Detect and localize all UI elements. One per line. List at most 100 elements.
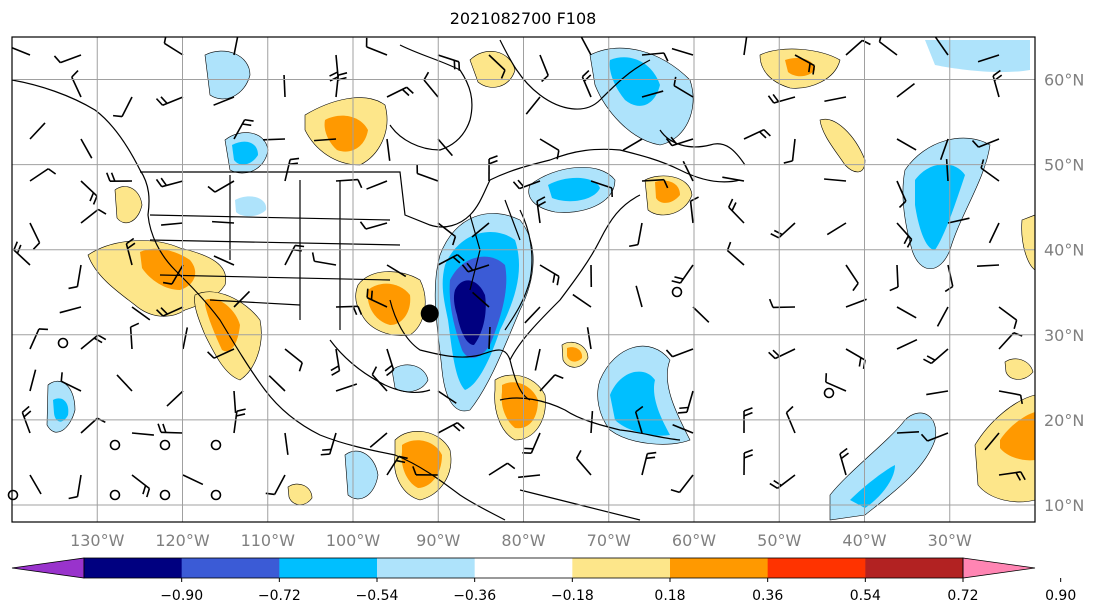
colorbar-segment [84,558,183,578]
positive-anomaly-west-coast [114,186,143,224]
wind-barb [131,306,151,321]
wind-barb [512,179,541,190]
wind-barb [207,348,235,359]
wind-barb [641,52,669,62]
wind-barb [825,373,847,392]
wind-barb [13,241,31,266]
wind-barb [673,76,694,98]
wind-barb [156,306,184,317]
wind-barb [359,221,388,230]
wind-barb [524,306,541,324]
wind-barb [68,264,82,290]
wind-barb [412,466,439,476]
wind-barb [743,449,753,476]
wind-barb [998,471,1026,481]
wind-barb [182,327,189,350]
wind-barb [125,237,136,266]
wind-barb [984,432,1000,451]
colorbar-segment [279,558,378,578]
wind-barb [586,327,592,350]
negative-anomaly-great-plains [235,196,267,217]
lon-tick-label: 40°W [842,531,886,550]
wind-barb [934,37,949,56]
wind-barb [896,180,907,209]
lat-tick-label: 30°N [1044,326,1084,345]
calm-wind-circles [7,286,835,501]
wind-barb [671,47,694,56]
wind-barb [896,83,915,98]
wind-barb [920,432,949,442]
wind-barb [539,374,564,392]
negative-anomaly-tropical-atlantic-core [850,465,895,508]
positive-anomaly-nw-atlantic [469,51,516,88]
wind-barb [944,264,954,293]
wind-barb [461,262,490,273]
colorbar-frame [83,557,964,579]
wind-barb [488,54,506,79]
wind-barb [80,334,107,350]
wind-barb [783,138,796,164]
wind-barb [233,408,246,434]
wind-barb [728,198,745,224]
wind-barb [284,157,300,182]
wind-barb [670,474,694,494]
wind-barb [329,54,339,82]
lat-tick-label: 20°N [1044,411,1084,430]
negative-anomaly-northeast-core [548,177,600,202]
wind-barb [641,90,664,98]
wind-barb [889,264,899,292]
positive-anomaly-bahamas-core [567,347,583,362]
negative-anomaly-bc-core [232,141,258,165]
wind-barb [131,474,151,498]
wind-barb [29,222,41,250]
lat-tick-label: 60°N [1044,71,1084,90]
lat-tick-label: 10°N [1044,496,1084,515]
wind-barb [366,288,388,308]
location-marker [420,304,439,323]
wind-barb [284,432,289,455]
positive-anomaly-hudson-core [324,115,368,152]
wind-barb [677,390,694,414]
wind-barb [155,96,184,106]
wind-barb [575,450,592,476]
wind-barb [335,178,363,189]
wind-barb [365,37,388,56]
colorbar-segment [474,558,573,578]
wind-barb [59,306,82,314]
positive-anomaly-mexico-west-core [140,248,196,290]
lat-tick-label: 50°N [1044,156,1084,175]
colorbar-segment [670,558,769,578]
wind-barb [80,417,106,434]
negative-anomaly-greenland [925,40,1030,73]
wind-barb [539,264,560,286]
wind-barb [743,37,748,56]
lat-tick-label: 40°N [1044,241,1084,260]
wind-barb [534,348,541,371]
wind-barb [635,285,643,308]
wind-barb [386,264,407,278]
wind-barb [53,54,82,64]
longitude-ticks: 130°W 120°W 110°W 100°W 90°W 80°W 70°W 60°W 50°W… [70,531,972,550]
wind-barb [824,96,847,103]
wind-barb [265,474,286,496]
lon-tick-label: 110°W [241,531,296,550]
wind-barb [437,390,457,404]
wind-barb [641,178,669,189]
wind-barb [233,290,251,308]
wind-barb [896,222,913,248]
wind-barb [437,54,461,71]
wind-barb [423,71,439,98]
positive-anomaly-cuba-core [501,382,538,429]
positive-anomaly-africa-coast [1021,214,1035,271]
wind-barb [386,138,391,161]
colorbar-segment [767,558,866,578]
wind-barb [926,390,949,396]
wind-barb [539,138,560,160]
wind-barb [936,306,949,327]
wind-barb [722,176,745,182]
colorbar: −0.90 −0.72 −0.54 −0.36 −0.18 0.18 0.36 0.54 0.7… [11,557,1076,604]
wind-barb [785,405,796,434]
colorbar-tick-label: 0.36 [752,588,783,604]
wind-barb [536,196,546,224]
wind-barb [580,37,592,56]
